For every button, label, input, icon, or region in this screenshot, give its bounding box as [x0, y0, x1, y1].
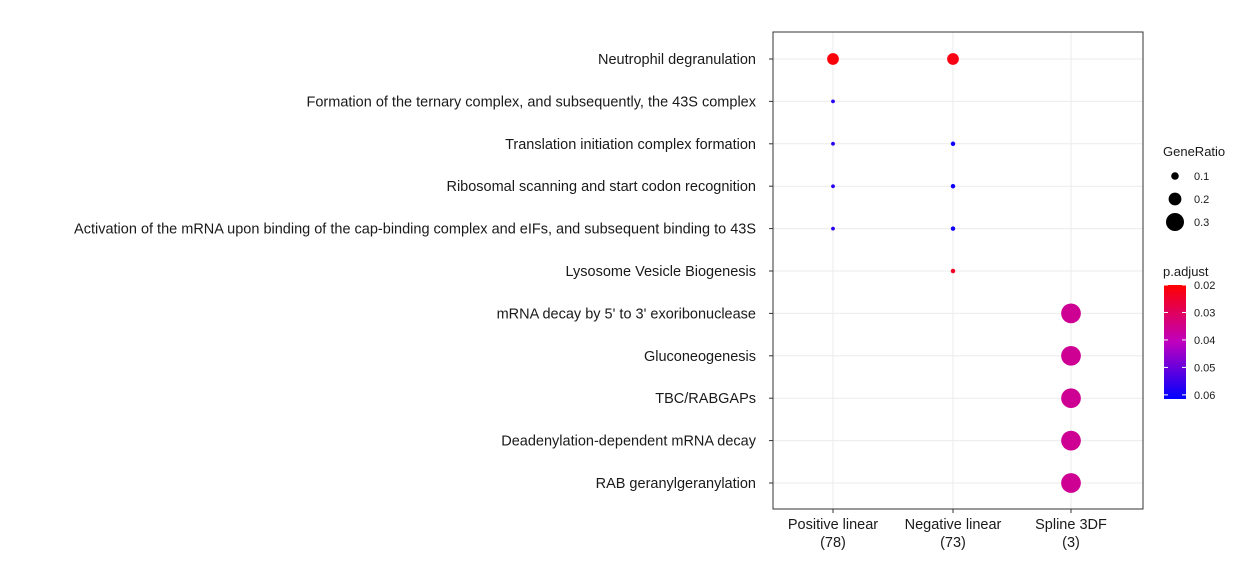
x-tick-count-label: (73)	[940, 535, 966, 551]
grid-lines	[773, 32, 1143, 509]
data-point	[1061, 303, 1081, 324]
y-tick-label: Formation of the ternary complex, and su…	[307, 94, 757, 110]
x-tick-label: Negative linear	[905, 517, 1002, 533]
p-adjust-legend-label: 0.03	[1194, 307, 1215, 319]
data-point	[831, 141, 835, 146]
y-tick-label: Activation of the mRNA upon binding of t…	[74, 222, 756, 238]
data-point	[831, 99, 835, 104]
y-axis: Neutrophil degranulation Formation of the…	[74, 52, 773, 492]
data-point	[1061, 473, 1081, 493]
y-tick-label: Gluconeogenesis	[644, 349, 756, 365]
generatio-legend-title: GeneRatio	[1163, 144, 1225, 159]
generatio-legend: GeneRatio 0.1 0.2 0.3	[1163, 144, 1225, 231]
y-tick-label: Lysosome Vesicle Biogenesis	[566, 264, 756, 280]
generatio-legend-key	[1168, 192, 1182, 206]
y-tick-label: Ribosomal scanning and start codon recog…	[446, 179, 756, 195]
x-axis: Positive linear (78) Negative linear (73) Sp…	[788, 509, 1107, 551]
data-point	[950, 226, 956, 231]
y-tick-label: Deadenylation-dependent mRNA decay	[501, 434, 756, 450]
p-adjust-legend-label: 0.06	[1194, 390, 1215, 402]
data-point	[1061, 388, 1081, 409]
generatio-legend-label: 0.1	[1194, 171, 1209, 183]
generatio-legend-key	[1166, 213, 1184, 231]
data-point	[950, 141, 956, 147]
generatio-legend-label: 0.2	[1194, 194, 1209, 206]
y-tick-label: Translation initiation complex formation	[505, 137, 756, 153]
x-tick-label: Positive linear	[788, 517, 878, 533]
p-adjust-legend-title: p.adjust	[1163, 264, 1209, 279]
p-adjust-legend-label: 0.02	[1194, 280, 1215, 292]
y-tick-label: RAB geranylgeranylation	[596, 476, 756, 492]
p-adjust-legend-label: 0.05	[1194, 362, 1215, 374]
generatio-legend-key	[1171, 172, 1179, 180]
data-points	[827, 53, 1081, 493]
data-point	[950, 268, 956, 274]
p-adjust-legend: p.adjust 0.02 0.03 0.04 0.05 0.06	[1163, 264, 1215, 402]
x-tick-count-label: (78)	[820, 535, 846, 551]
p-adjust-colorbar	[1164, 285, 1186, 399]
data-point	[827, 53, 839, 65]
data-point	[950, 183, 956, 189]
y-tick-label: Neutrophil degranulation	[598, 52, 756, 68]
data-point	[831, 184, 835, 189]
data-point	[947, 53, 959, 65]
x-tick-label: Spline 3DF	[1035, 517, 1107, 533]
data-point	[1061, 430, 1081, 451]
data-point	[831, 226, 835, 231]
x-tick-count-label: (3)	[1062, 535, 1080, 551]
generatio-legend-label: 0.3	[1194, 217, 1209, 229]
p-adjust-legend-label: 0.04	[1194, 335, 1215, 347]
data-point	[1061, 345, 1081, 366]
y-tick-label: TBC/RABGAPs	[655, 391, 756, 407]
y-tick-label: mRNA decay by 5' to 3' exoribonuclease	[497, 306, 756, 322]
